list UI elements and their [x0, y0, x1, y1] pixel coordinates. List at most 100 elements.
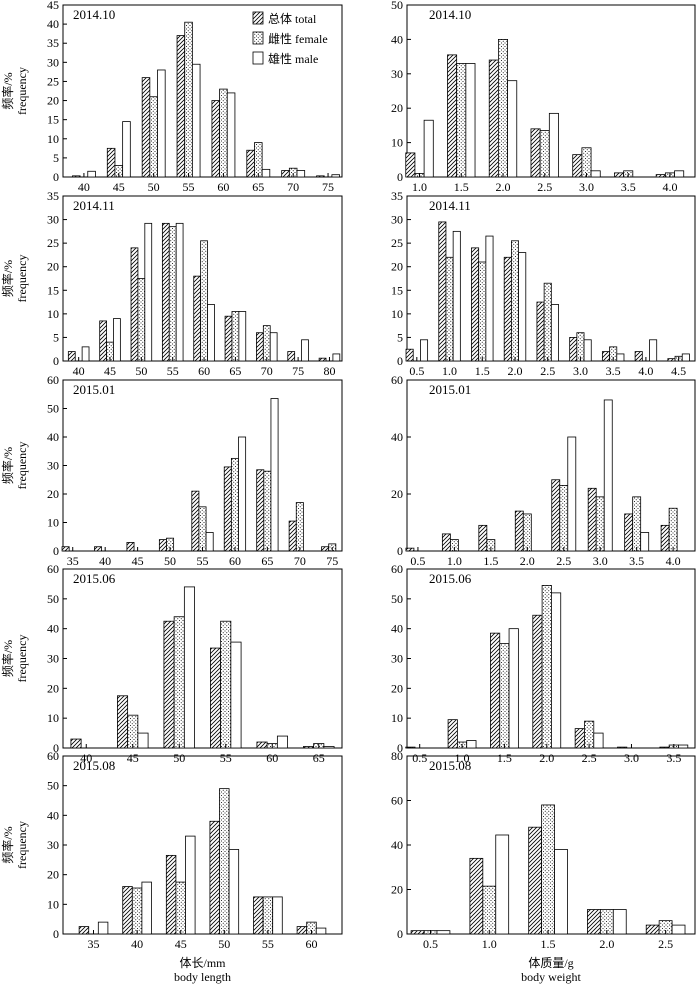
x-tick-label: 40 [99, 554, 111, 568]
bar-male-60 [315, 927, 327, 935]
x-tick-label: 80 [323, 364, 335, 378]
bar-male-65 [270, 398, 279, 552]
bar-total-1.5 [471, 247, 480, 362]
bar-male-60 [238, 436, 247, 552]
y-tick-label: 45 [47, 0, 59, 12]
y-tick-label: 30 [47, 652, 59, 666]
bar-male-3 [603, 399, 613, 552]
bar-total-50 [163, 620, 175, 749]
panel-title: 2015.06 [429, 571, 472, 586]
bar-female-2 [498, 39, 508, 178]
y-tick-label: 20 [391, 101, 403, 115]
bar-total-40 [122, 886, 133, 935]
bar-total-80 [318, 357, 327, 362]
bar-male-80 [332, 353, 341, 362]
x-tick-label: 75 [326, 554, 338, 568]
bar-total-2.5 [530, 128, 541, 178]
bar-female-1 [482, 885, 497, 935]
bar-female-3 [576, 332, 585, 362]
bar-male-40 [87, 170, 96, 178]
bar-total-2 [503, 256, 512, 362]
bar-total-75 [321, 546, 330, 552]
y-tick-label: 0 [53, 741, 59, 755]
legend-swatch-male [252, 51, 264, 65]
bar-female-1.5 [499, 643, 510, 749]
y-tick-label: 10 [47, 307, 59, 321]
x-tick-label: 45 [113, 180, 125, 194]
bar-female-40 [131, 887, 143, 935]
y-tick-label: 0 [397, 544, 403, 558]
x-tick-label: 2.0 [599, 937, 614, 951]
bar-total-40 [67, 351, 76, 362]
y-tick-label: 40 [391, 838, 403, 852]
bar-female-2.5 [543, 282, 552, 362]
y-tick-label: 40 [391, 32, 403, 46]
panel-length-2014.11: 0 5 10 15 20 25 30 35 40 45 50 55 60 65 70 75 80 2014.11 频… [0, 189, 343, 378]
y-tick-label: 30 [47, 459, 59, 473]
y-tick-label: 15 [391, 283, 403, 297]
bar-male-50 [228, 849, 240, 935]
x-tick-label: 2.0 [508, 364, 523, 378]
bar-total-70 [288, 520, 297, 552]
y-tick-label: 5 [53, 330, 59, 344]
bar-male-1.5 [554, 849, 568, 935]
y-tick-label: 20 [47, 868, 59, 882]
y-tick-label: 30 [391, 213, 403, 227]
legend-label-total: 总体 total [268, 12, 317, 26]
bar-male-4.5 [681, 353, 690, 362]
bar-female-50 [173, 616, 185, 749]
bar-male-1 [495, 834, 510, 935]
bar-total-45 [126, 542, 135, 552]
panel-length-2015.01: 0 10 20 30 40 50 60 35 40 45 50 55 60 65 70 75 2015.01 频率… [0, 373, 343, 568]
bar-male-75 [331, 174, 340, 178]
bar-total-60 [193, 275, 202, 362]
y-tick-label: 50 [47, 592, 59, 606]
bar-female-55 [262, 896, 274, 935]
x-tick-label: 40 [73, 364, 85, 378]
y-tick-label: 35 [47, 189, 59, 203]
x-tick-label: 50 [173, 751, 185, 765]
bar-total-2 [488, 59, 499, 178]
y-axis-label-cn: 频率/% [0, 447, 15, 484]
y-tick-label: 20 [47, 260, 59, 274]
x-tick-label: 45 [175, 937, 187, 951]
bar-male-2.5 [593, 732, 604, 749]
bar-male-1.5 [485, 235, 494, 362]
bar-male-55 [230, 641, 242, 749]
x-tick-label: 40 [131, 937, 143, 951]
bar-male-45 [113, 318, 121, 362]
y-axis-label-en: frequency [15, 442, 29, 490]
y-tick-label: 40 [47, 622, 59, 636]
bar-total-1 [438, 221, 447, 362]
x-tick-label: 3.0 [624, 751, 639, 765]
bar-total-1 [447, 719, 458, 749]
x-tick-label: 75 [322, 180, 334, 194]
y-tick-label: 50 [391, 592, 403, 606]
bar-male-1 [452, 230, 461, 362]
y-tick-label: 25 [391, 236, 403, 250]
bar-male-2 [507, 80, 518, 178]
panel-weight-2015.08: 0 20 40 60 80 0.5 1.0 1.5 2.0 2.5 2015.08 体质量/gbody… [391, 749, 696, 984]
bar-total-65 [302, 746, 315, 749]
bar-total-3 [587, 487, 597, 552]
bar-female-45 [127, 714, 139, 749]
y-tick-label: 40 [47, 808, 59, 822]
y-tick-label: 60 [47, 373, 59, 387]
bar-male-2.5 [550, 304, 559, 362]
y-tick-label: 0 [397, 170, 403, 184]
panel-title: 2014.11 [429, 198, 471, 213]
x-tick-label: 2.0 [539, 751, 554, 765]
x-tick-label: 50 [148, 180, 160, 194]
x-tick-label: 1.5 [475, 364, 490, 378]
x-tick-label: 55 [220, 751, 232, 765]
bar-female-70 [295, 502, 304, 552]
bar-total-3.5 [624, 513, 634, 552]
y-tick-label: 20 [47, 94, 59, 108]
y-tick-label: 0 [397, 741, 403, 755]
y-tick-label: 5 [397, 330, 403, 344]
bar-total-50 [141, 77, 151, 178]
bar-male-55 [175, 222, 184, 362]
x-tick-label: 55 [183, 180, 195, 194]
x-tick-label: 1.5 [541, 937, 556, 951]
bar-male-50 [157, 69, 166, 178]
